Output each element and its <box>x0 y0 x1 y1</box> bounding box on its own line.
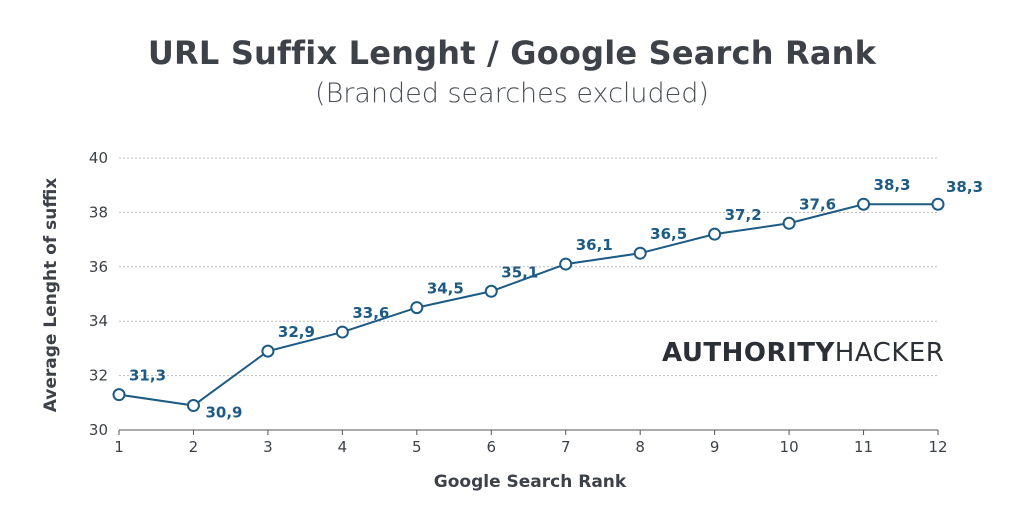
series-line <box>118 203 938 407</box>
data-label-8: 36,5 <box>650 225 687 243</box>
x-tick-label-2: 2 <box>189 438 199 456</box>
data-label-10: 37,6 <box>799 195 836 213</box>
data-label-1: 31,3 <box>129 367 166 385</box>
brand-logo: AUTHORITYHACKER <box>662 338 944 368</box>
series-group: 31,3 30,9 32,9 33,6 34,5 35,1 36,1 36,5 37,2 37,6… <box>112 176 983 422</box>
x-tick-label-8: 8 <box>635 438 645 456</box>
y-tick-label-34: 34 <box>89 312 108 330</box>
data-label-12: 38,3 <box>946 178 983 196</box>
data-point-1 <box>112 388 126 402</box>
x-tick-label-12: 12 <box>928 438 947 456</box>
x-tick-label-6: 6 <box>486 438 496 456</box>
gridlines <box>119 157 938 377</box>
y-tick-label-36: 36 <box>89 258 108 276</box>
data-point-12 <box>931 197 945 211</box>
chart-title: URL Suffix Lenght / Google Search Rank <box>147 34 877 72</box>
data-point-10 <box>782 216 796 230</box>
data-label-6: 35,1 <box>501 263 538 281</box>
x-tick-label-10: 10 <box>780 438 799 456</box>
data-label-9: 37,2 <box>725 206 762 224</box>
x-axis-ticks: 1 2 3 4 5 6 7 8 9 10 11 12 <box>114 430 948 456</box>
data-label-4: 33,6 <box>352 304 389 322</box>
x-tick-label-4: 4 <box>338 438 348 456</box>
data-label-2: 30,9 <box>205 404 242 422</box>
y-tick-label-40: 40 <box>89 149 108 167</box>
data-point-9 <box>708 227 722 241</box>
x-tick-label-7: 7 <box>561 438 571 456</box>
chart-subtitle: (Branded searches excluded) <box>315 78 709 109</box>
x-tick-label-5: 5 <box>412 438 422 456</box>
data-label-5: 34,5 <box>427 280 464 298</box>
data-point-11 <box>857 197 871 211</box>
data-point-5 <box>410 301 424 315</box>
data-point-3 <box>261 344 275 358</box>
y-axis-ticks: 30 32 34 36 38 40 <box>89 149 108 439</box>
data-point-7 <box>559 257 573 271</box>
brand-logo-light: HACKER <box>834 338 945 368</box>
data-label-3: 32,9 <box>278 323 315 341</box>
data-point-4 <box>335 325 349 339</box>
data-point-8 <box>633 246 647 260</box>
y-tick-label-30: 30 <box>89 421 108 439</box>
data-point-6 <box>484 284 498 298</box>
x-axis-title: Google Search Rank <box>434 472 627 492</box>
y-tick-label-32: 32 <box>89 367 108 385</box>
data-point-2 <box>186 399 200 413</box>
x-tick-label-9: 9 <box>710 438 720 456</box>
x-tick-label-11: 11 <box>854 438 873 456</box>
data-label-11: 38,3 <box>874 176 911 194</box>
brand-logo-strong: AUTHORITY <box>662 338 835 368</box>
x-tick-label-3: 3 <box>263 438 273 456</box>
data-label-7: 36,1 <box>576 236 613 254</box>
x-tick-label-1: 1 <box>114 438 124 456</box>
y-tick-label-38: 38 <box>89 203 108 221</box>
y-axis-title: Average Lenght of suffix <box>41 178 61 413</box>
